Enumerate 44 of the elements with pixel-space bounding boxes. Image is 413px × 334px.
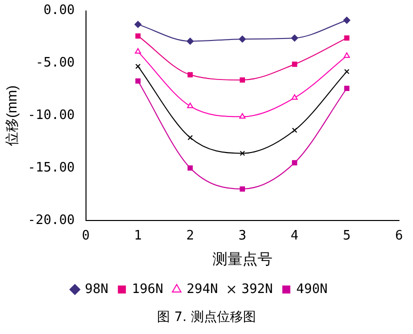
point	[134, 20, 142, 28]
point	[343, 16, 350, 24]
y-axis-title: 位移(mm)	[3, 85, 20, 146]
x-tick-label: 0	[82, 228, 90, 244]
point	[344, 68, 350, 74]
point	[134, 48, 142, 54]
x-tick-label: 5	[342, 228, 351, 244]
legend-label: 490N	[296, 282, 328, 297]
y-tick-label: -20.00	[28, 212, 75, 228]
x-tick-label: 2	[186, 228, 194, 244]
point	[292, 160, 298, 166]
point	[135, 78, 141, 84]
point	[188, 72, 193, 78]
point	[186, 38, 194, 45]
point	[291, 34, 298, 42]
point	[292, 128, 298, 133]
y-tick-label: -5.00	[36, 56, 75, 71]
x-tick-label: 6	[395, 228, 403, 244]
legend-label: 392N	[241, 282, 273, 297]
y-tick-label: -10.00	[28, 108, 75, 123]
point	[240, 150, 245, 156]
point	[344, 52, 350, 58]
point	[344, 86, 350, 91]
y-tick-label: -15.00	[28, 160, 75, 176]
legend-label: 294N	[186, 282, 218, 297]
legend-label: 196N	[132, 282, 164, 297]
caption: 图 7. 测点位移图	[156, 309, 257, 326]
x-tick-label: 4	[290, 228, 299, 244]
point	[240, 186, 245, 192]
point	[292, 62, 298, 67]
point	[344, 35, 350, 41]
x-axis-title: 测量点号	[212, 251, 272, 268]
point	[238, 36, 246, 43]
point	[187, 102, 194, 108]
point	[239, 113, 246, 119]
y-tick-label: 0.00	[43, 3, 75, 18]
point	[291, 94, 298, 100]
x-tick-label: 1	[134, 228, 142, 244]
x-tick-label: 3	[238, 228, 246, 244]
legend-label: 98N	[84, 282, 108, 297]
point	[135, 33, 141, 39]
point	[240, 77, 245, 83]
point	[188, 134, 193, 140]
point	[188, 165, 193, 171]
